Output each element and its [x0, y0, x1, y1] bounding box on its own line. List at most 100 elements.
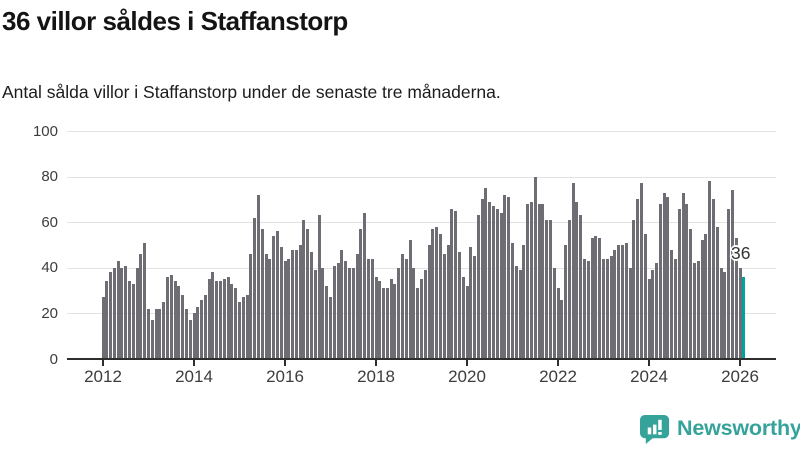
bar — [222, 279, 226, 359]
bar — [385, 288, 389, 359]
bar — [643, 233, 647, 359]
bar — [658, 203, 662, 359]
bar — [681, 192, 685, 359]
bar — [674, 258, 678, 359]
bar — [685, 203, 689, 359]
bar — [120, 267, 124, 359]
bar — [143, 242, 147, 359]
bar — [306, 229, 310, 359]
bar — [609, 256, 613, 359]
bar — [272, 235, 276, 359]
x-axis-label-2018: 2018 — [357, 367, 395, 386]
bar — [662, 192, 666, 359]
bar — [340, 249, 344, 359]
bar — [264, 254, 268, 359]
bar — [503, 194, 507, 359]
bar — [529, 201, 533, 359]
bar — [666, 197, 670, 359]
bar — [711, 199, 715, 359]
bar — [131, 283, 135, 359]
bar — [708, 181, 712, 359]
bar — [579, 215, 583, 359]
bar — [355, 254, 359, 359]
gridline-y60 — [67, 222, 776, 224]
x-axis-label-2020: 2020 — [448, 367, 486, 386]
bar — [696, 260, 700, 359]
bar — [275, 231, 279, 359]
bar — [200, 299, 204, 359]
bar — [196, 306, 200, 359]
bar — [518, 270, 522, 359]
bar — [552, 267, 556, 359]
bar — [116, 260, 120, 359]
bar — [173, 281, 177, 359]
bar — [514, 265, 518, 359]
bar — [613, 249, 617, 359]
bar — [397, 267, 401, 359]
bar — [465, 286, 469, 359]
bar — [351, 267, 355, 359]
bar — [412, 267, 416, 359]
newsworthy-logo-icon — [640, 413, 671, 444]
bar — [427, 245, 431, 359]
bar — [313, 270, 317, 359]
bar — [238, 302, 241, 359]
bar — [336, 263, 340, 359]
bar — [670, 249, 674, 359]
bar — [715, 226, 719, 359]
bar — [484, 188, 488, 359]
bar — [332, 265, 336, 359]
bar — [457, 251, 461, 359]
bar — [727, 208, 731, 359]
bar — [738, 267, 742, 359]
bar — [624, 242, 628, 359]
y-axis-label-100: 100 — [32, 122, 58, 140]
bar — [241, 297, 245, 359]
bar — [219, 281, 223, 359]
bar — [677, 208, 681, 359]
bar — [184, 308, 188, 359]
bar — [602, 258, 605, 359]
y-axis-label-80: 80 — [41, 168, 58, 186]
bar — [511, 242, 514, 359]
bar — [162, 302, 166, 359]
bar — [158, 308, 162, 359]
bar — [150, 320, 154, 359]
bar — [435, 226, 439, 359]
bar — [590, 238, 594, 359]
bar — [560, 299, 564, 359]
bar — [109, 272, 113, 359]
bar — [438, 233, 442, 359]
bar — [598, 238, 602, 359]
bar — [719, 267, 723, 359]
bar — [533, 176, 537, 359]
bar — [321, 267, 325, 359]
x-axis-label-2012: 2012 — [84, 367, 122, 386]
bar — [454, 210, 458, 359]
bar — [139, 254, 143, 359]
bar — [378, 281, 382, 359]
bar — [461, 276, 465, 359]
bar — [249, 254, 253, 359]
bar — [279, 247, 283, 359]
bar — [734, 238, 738, 359]
x-axis-label-2024: 2024 — [630, 367, 668, 386]
bar — [567, 219, 571, 359]
bar — [177, 286, 181, 359]
x-axis-tick-2012 — [102, 360, 104, 366]
bar — [245, 295, 249, 359]
bar — [488, 201, 492, 359]
bar — [586, 260, 590, 359]
bar — [283, 260, 287, 359]
bar — [256, 194, 260, 359]
last-bar-value-label: 36 — [731, 243, 751, 263]
gridline-y40 — [67, 267, 776, 269]
bar — [689, 229, 693, 359]
bar — [548, 219, 552, 359]
bar — [655, 263, 659, 359]
bar — [382, 288, 386, 359]
bar — [317, 215, 321, 359]
bar — [416, 288, 420, 359]
bar — [211, 272, 215, 359]
